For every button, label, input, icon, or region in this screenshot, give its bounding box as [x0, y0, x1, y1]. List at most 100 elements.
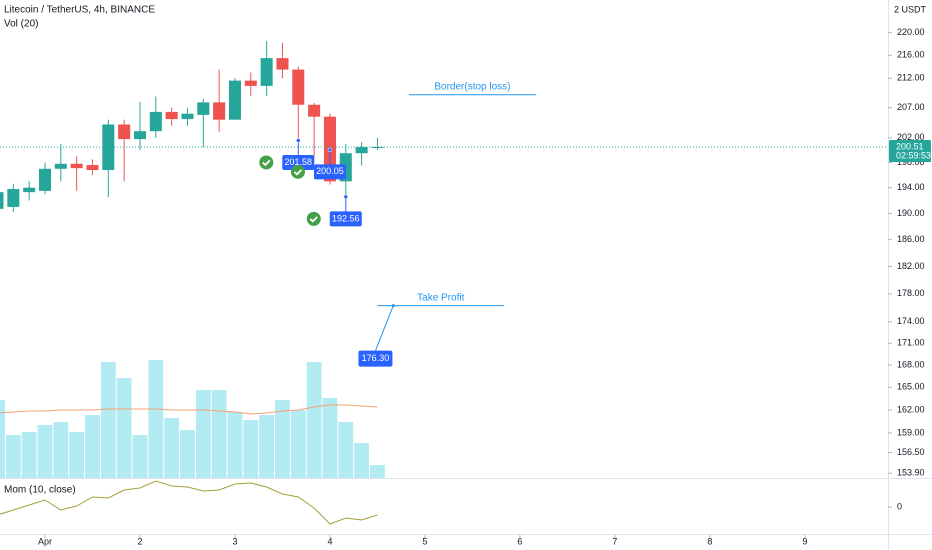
volume-bar [180, 430, 195, 478]
callout-label: 201.58 [285, 157, 313, 167]
currency[interactable]: 2 USDT [894, 4, 927, 14]
volume-bar [148, 360, 164, 478]
y-tick-label: 156.50 [897, 447, 925, 457]
callout-box [282, 154, 315, 170]
y-tick-label: 182.00 [897, 261, 925, 271]
x-tick-label: 3 [232, 536, 237, 546]
volume-bar [116, 378, 132, 478]
volume-bar [322, 398, 338, 478]
y-tick-label: 194.00 [897, 182, 925, 192]
check-mark [309, 216, 318, 223]
volume-bar [306, 362, 322, 478]
mom-y-tick-label: 0 [897, 501, 902, 511]
candle-body [244, 80, 257, 86]
y-tick-label: 159.00 [897, 427, 925, 437]
volume-bar [195, 390, 211, 478]
countdown-label: 02:59:53 [896, 150, 931, 160]
y-tick-label: 171.00 [897, 338, 925, 348]
check-mark [293, 169, 303, 176]
check-icon [290, 164, 305, 179]
candle-body [276, 58, 289, 70]
y-tick-label: 220.00 [897, 27, 925, 37]
x-tick-label: 8 [707, 536, 712, 546]
y-tick-label: 207.00 [897, 102, 925, 112]
volume-bar [211, 390, 227, 478]
annotation-anchor [391, 304, 395, 308]
y-tick-label: 190.00 [897, 208, 925, 218]
candle-body [228, 80, 241, 120]
y-tick-label: 212.00 [897, 73, 925, 83]
candle-body [133, 131, 146, 140]
last-price-label: 200.51 [896, 141, 924, 151]
volume-bar [354, 443, 370, 478]
volume-bar [5, 435, 21, 478]
momentum-title: Mom (10, close) [4, 485, 76, 496]
volume-bar [275, 400, 290, 478]
candle-body [118, 124, 131, 140]
y-tick-label: 216.00 [897, 50, 925, 60]
x-tick-label: 7 [612, 536, 617, 546]
volume-bar [164, 418, 180, 478]
candle-body [355, 147, 368, 154]
y-tick-label: 174.00 [897, 316, 925, 326]
price-point [327, 147, 333, 153]
volume-bar [21, 432, 37, 478]
volume-bar [290, 410, 306, 478]
volume-bar [100, 362, 116, 478]
candle-body [292, 69, 305, 105]
annotation-box [358, 350, 393, 367]
volume-bar [85, 415, 100, 478]
callout-label: 192.56 [332, 213, 360, 223]
price-point [343, 194, 349, 200]
x-tick-label: 2 [137, 536, 142, 546]
volume-bar [259, 415, 275, 478]
candle-body [23, 187, 36, 193]
annotation-value-label: 176.30 [362, 353, 390, 363]
candle-body [181, 113, 194, 120]
annotation-text: Border(stop loss) [434, 81, 510, 92]
check-mark [262, 159, 271, 167]
y-tick-label: 153.90 [897, 468, 925, 478]
callout-box [313, 164, 346, 180]
y-tick-label: 165.00 [897, 382, 925, 392]
callout-box [329, 211, 362, 227]
volume-title: Vol (20) [4, 19, 38, 30]
annotation-text: Take Profit [417, 292, 464, 303]
candle-body [165, 111, 178, 120]
y-tick-label: 162.00 [897, 404, 925, 414]
callout-label: 200.05 [316, 166, 344, 176]
x-tick-label: 6 [517, 536, 522, 546]
momentum-line [0, 480, 378, 525]
x-tick-label: 9 [802, 536, 807, 546]
candle-body [371, 146, 384, 148]
candle-body [7, 188, 20, 207]
x-tick-label: 5 [422, 536, 427, 546]
volume-bar [338, 422, 354, 478]
candle-body [149, 111, 162, 132]
last-price-box [889, 139, 931, 162]
volume-ma-line [0, 404, 378, 415]
volume-bar [0, 400, 5, 478]
candle-body [70, 163, 83, 169]
volume-bar [227, 412, 243, 478]
volume-bar [243, 420, 259, 478]
x-tick-label: Apr [38, 536, 52, 546]
check-icon [259, 155, 274, 170]
volume-bar [370, 465, 385, 478]
candle-body [38, 168, 52, 191]
volume-bar [53, 422, 69, 478]
candle-body [308, 104, 321, 117]
x-tick-label: 4 [327, 536, 332, 546]
candle-body [260, 58, 273, 86]
volume-bar [132, 435, 148, 478]
candle-body [197, 102, 210, 115]
y-tick-label: 168.00 [897, 359, 925, 369]
chart-title: Litecoin / TetherUS, 4h, BINANCE [4, 5, 155, 16]
candle-body [54, 163, 67, 169]
y-tick-label: 186.00 [897, 234, 925, 244]
y-tick-label: 202.00 [897, 132, 925, 142]
candle-body [0, 192, 4, 209]
price-point [296, 138, 301, 143]
candle-body [213, 102, 226, 120]
check-icon [306, 211, 321, 226]
